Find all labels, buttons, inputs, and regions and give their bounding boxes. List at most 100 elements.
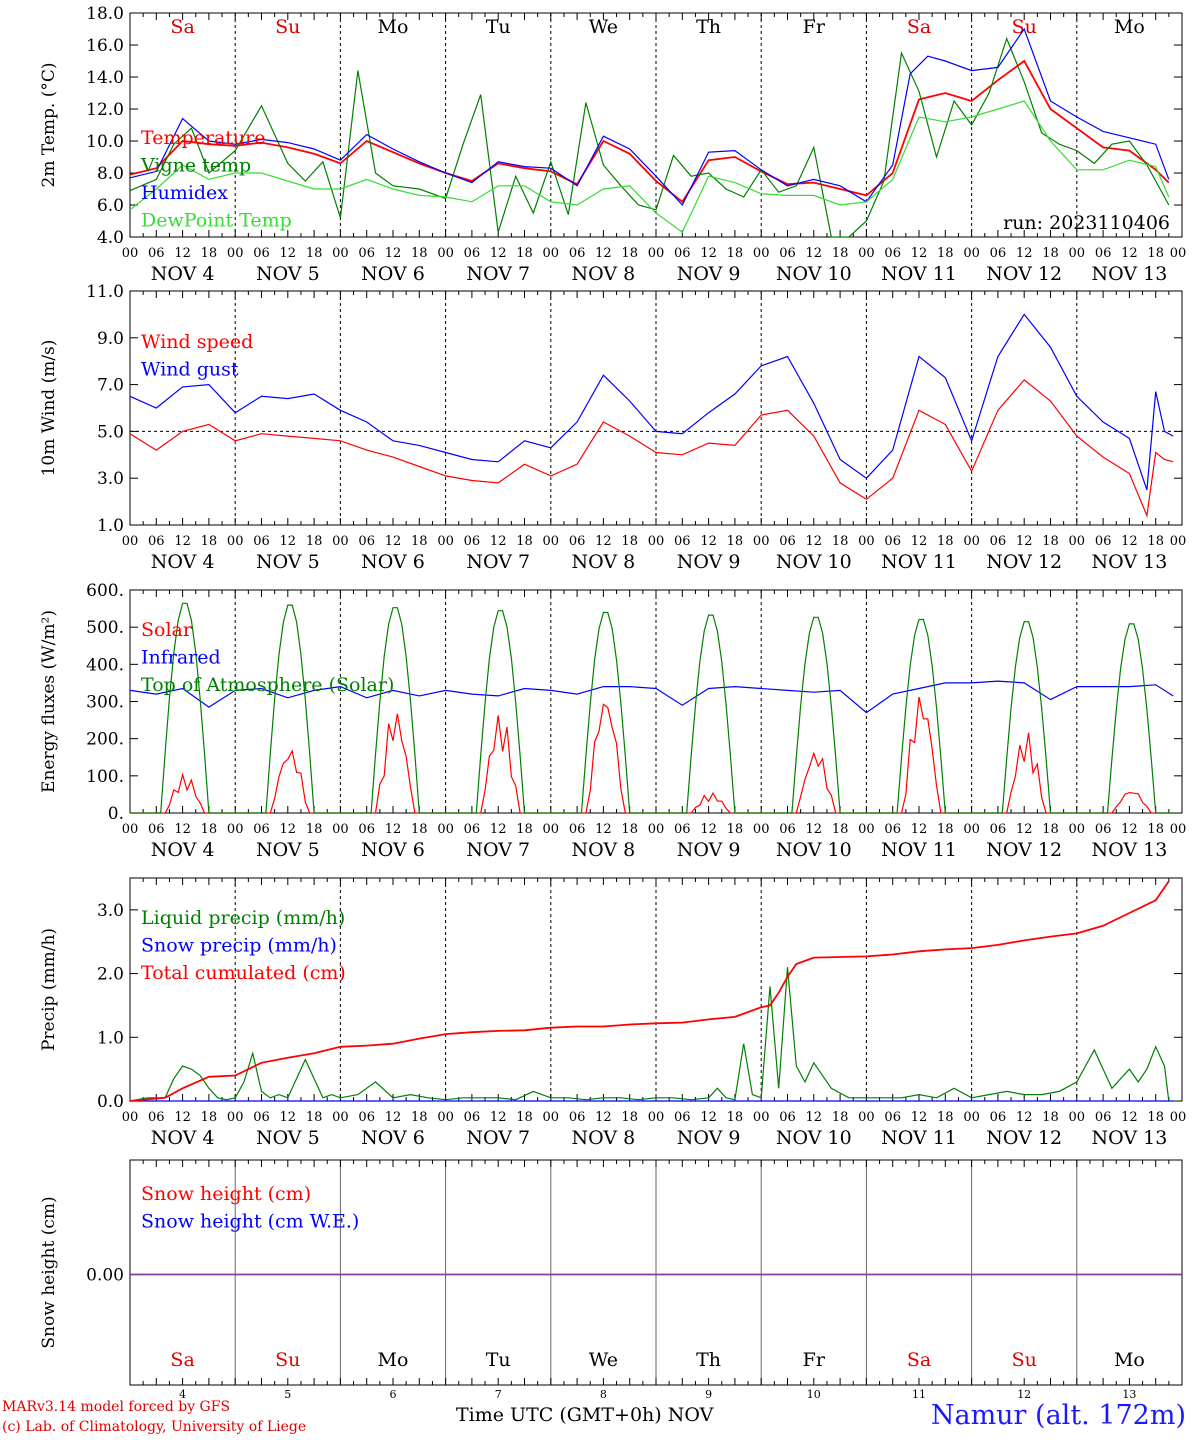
x-hour-label: 12 [1121,822,1138,837]
x-hour-label: 00 [1170,1110,1187,1125]
y-tick-label: 200. [86,730,124,750]
lab-credit: (c) Lab. of Climatology, University of L… [2,1419,307,1435]
x-hour-label: 06 [464,246,481,261]
x-hour-label: 18 [1147,822,1164,837]
x-hour-label: 18 [621,1110,638,1125]
y-tick-label: 3.0 [97,469,124,489]
x-date-label: NOV 4 [151,551,215,573]
weekday-label: Mo [1114,1349,1145,1371]
x-hour-label: 12 [911,534,928,549]
x-date-label: NOV 7 [466,1127,530,1149]
x-date-label: NOV 10 [776,839,852,861]
x-date-label: NOV 4 [151,263,215,285]
x-date-label: NOV 5 [256,263,320,285]
x-date-label: NOV 4 [151,1127,215,1149]
x-hour-label: 12 [490,534,507,549]
x-hour-label: 12 [174,822,191,837]
x-hour-label: 06 [464,534,481,549]
x-hour-label: 06 [779,534,796,549]
x-hour-label: 06 [1095,1110,1112,1125]
x-hour-label: 12 [174,246,191,261]
x-hour-label: 18 [621,246,638,261]
x-date-label: NOV 7 [466,263,530,285]
x-hour-label: 00 [227,822,244,837]
x-hour-label: 12 [911,822,928,837]
x-hour-label: 12 [911,1110,928,1125]
x-hour-label: 06 [990,534,1007,549]
footer-credits: MARv3.14 model forced by GFS (c) Lab. of… [2,1397,306,1437]
legend-entry: Total cumulated (cm) [141,962,346,984]
x-date-label: NOV 8 [572,839,636,861]
x-date-label: NOV 9 [677,1127,741,1149]
x-hour-label: 06 [779,1110,796,1125]
x-hour-label: 18 [727,822,744,837]
y-tick-label: 5.0 [97,422,124,442]
x-hour-label: 00 [437,534,454,549]
x-hour-label: 00 [1069,246,1086,261]
y-tick-label: 1.0 [97,1028,124,1048]
x-hour-label: 00 [122,1110,139,1125]
x-hour-label: 06 [358,1110,375,1125]
x-hour-label: 18 [937,534,954,549]
x-hour-label: 12 [1016,822,1033,837]
panel-2: 1.0 3.0 5.0 7.0 9.0 11.0 10m Wind (m/s) 00 06 12 1… [39,282,1186,573]
x-date-label: NOV 12 [986,1127,1062,1149]
x-date-label: NOV 6 [361,1127,425,1149]
x-hour-label: 12 [1016,246,1033,261]
x-hour-label: 12 [174,534,191,549]
weekday-label: Th [696,16,721,38]
x-date-label: NOV 12 [986,263,1062,285]
x-date-label: NOV 7 [466,551,530,573]
x-hour-label: 18 [201,534,218,549]
x-hour-label: 18 [832,822,849,837]
x-hour-label: 12 [1121,246,1138,261]
x-hour-label: 06 [674,534,691,549]
series-top-of-atmosphere-solar-line [130,602,1174,814]
x-hour-label: 06 [674,246,691,261]
x-hour-label: 18 [832,534,849,549]
x-hour-label: 00 [122,534,139,549]
x-hour-label: 00 [1069,822,1086,837]
x-hour-label: 06 [884,246,901,261]
series-infrared-line [129,680,1174,714]
x-hour-label: 18 [1147,534,1164,549]
weekday-label: Fr [803,16,826,38]
legend-entry: Vigne temp [140,155,251,177]
bottom-day-number: 6 [390,1388,397,1401]
x-hour-label: 18 [306,822,323,837]
y-tick-label: 400. [86,655,124,675]
x-hour-label: 06 [464,822,481,837]
x-hour-label: 18 [201,246,218,261]
y-tick-label: 3.0 [97,901,124,921]
x-hour-label: 06 [779,822,796,837]
x-hour-label: 00 [543,1110,560,1125]
y-tick-label: 100. [86,767,124,787]
x-hour-label: 18 [832,1110,849,1125]
x-hour-label: 18 [411,1110,428,1125]
x-hour-label: 06 [569,534,586,549]
y-axis-label: 2m Temp. (°C) [39,62,59,187]
y-tick-label: 4.0 [97,228,124,248]
y-tick-label: 7.0 [97,376,124,396]
series-solar-line [130,696,1174,814]
x-hour-label: 18 [1042,246,1059,261]
x-hour-label: 00 [858,822,875,837]
x-date-label: NOV 11 [881,1127,957,1149]
bottom-day-number: 8 [600,1388,607,1401]
x-hour-label: 18 [1042,1110,1059,1125]
weekday-label: Su [1012,16,1037,38]
x-hour-label: 12 [385,822,402,837]
weekday-label: Su [1012,1349,1037,1371]
weekday-label: Sa [907,16,931,38]
x-hour-label: 00 [332,822,349,837]
bottom-day-number: 4 [179,1388,186,1401]
x-hour-label: 00 [1170,246,1187,261]
x-date-label: NOV 13 [1091,551,1167,573]
x-hour-label: 06 [569,246,586,261]
weekday-label: Tu [486,16,511,38]
x-hour-label: 06 [569,1110,586,1125]
x-hour-label: 06 [884,1110,901,1125]
y-tick-label: 500. [86,618,124,638]
x-hour-label: 12 [700,822,717,837]
x-hour-label: 00 [332,534,349,549]
